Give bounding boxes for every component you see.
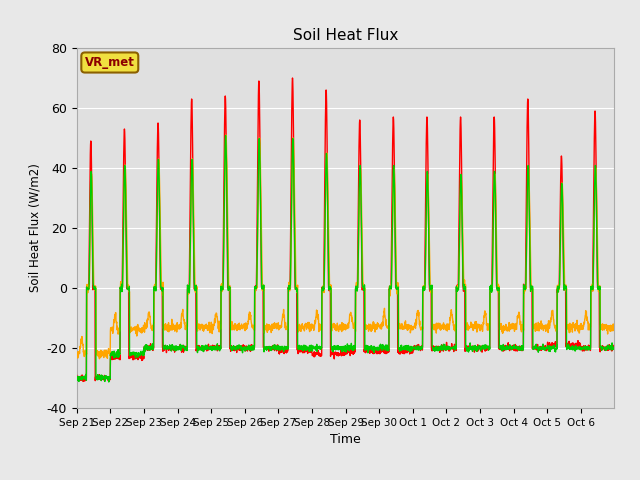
- Title: Soil Heat Flux: Soil Heat Flux: [293, 28, 398, 43]
- X-axis label: Time: Time: [330, 433, 361, 446]
- Y-axis label: Soil Heat Flux (W/m2): Soil Heat Flux (W/m2): [28, 164, 41, 292]
- Text: VR_met: VR_met: [85, 56, 135, 69]
